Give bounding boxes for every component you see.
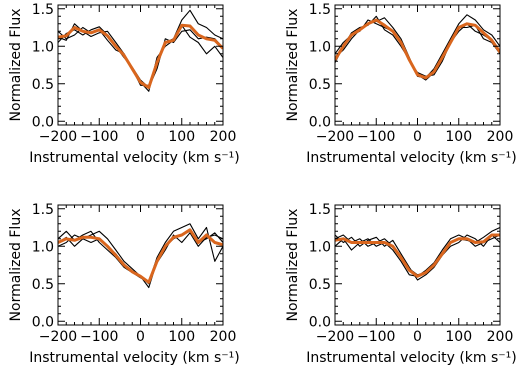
x-tick-label: −100 — [80, 329, 118, 345]
y-tick-label: 0.0 — [32, 314, 54, 330]
x-tick-label: −200 — [316, 329, 354, 345]
x-tick-label: −100 — [357, 129, 395, 145]
x-tick-label: −200 — [316, 129, 354, 145]
y-tick-label: 1.0 — [32, 239, 54, 255]
x-tick-label: 200 — [210, 329, 237, 345]
x-tick-label: −200 — [39, 329, 77, 345]
x-tick-label: 100 — [168, 329, 195, 345]
y-tick-label: 1.5 — [32, 202, 54, 218]
x-tick-label: −100 — [357, 329, 395, 345]
panel-4: −200 −100 0 100 200 0.0 0.5 1.0 1.5 Instrumental … — [285, 202, 517, 366]
x-tick-label: −200 — [39, 129, 77, 145]
x-axis-label: Instrumental velocity (km s⁻¹) — [306, 150, 517, 166]
model-line — [335, 233, 500, 278]
panel-1: −200 −100 0 100 200 0.0 0.5 1.0 1.5 Instrumental … — [8, 2, 240, 166]
observed-line-2 — [58, 9, 223, 86]
y-tick-label: 1.5 — [309, 2, 331, 18]
panel-2: −200 −100 0 100 200 0.0 0.5 1.0 1.5 Instrumental … — [285, 2, 517, 166]
y-tick-label: 0.0 — [309, 114, 331, 130]
panel-3: −200 −100 0 100 200 0.0 0.5 1.0 1.5 Instrumental … — [8, 202, 240, 366]
observed-line-1 — [335, 227, 500, 276]
y-tick-label: 1.5 — [32, 2, 54, 18]
y-tick-label: 0.5 — [309, 277, 331, 293]
x-tick-label: 100 — [445, 329, 472, 345]
x-tick-label: −100 — [80, 129, 118, 145]
x-tick-label: 100 — [168, 129, 195, 145]
y-tick-label: 0.5 — [309, 77, 331, 93]
axes-frame — [334, 204, 501, 326]
y-axis-label: Normalized Flux — [8, 9, 24, 122]
x-tick-label: 0 — [413, 129, 422, 145]
x-tick-label: 0 — [413, 329, 422, 345]
x-tick-label: 200 — [487, 129, 514, 145]
x-tick-label: 0 — [136, 329, 145, 345]
y-tick-label: 1.0 — [309, 239, 331, 255]
observed-line-2 — [58, 223, 223, 283]
observed-line-3 — [335, 234, 500, 281]
x-tick-label: 0 — [136, 129, 145, 145]
x-tick-label: 200 — [210, 129, 237, 145]
y-tick-label: 0.0 — [32, 114, 54, 130]
y-axis-label: Normalized Flux — [285, 9, 301, 122]
x-tick-label: 100 — [445, 129, 472, 145]
y-tick-label: 1.0 — [309, 39, 331, 55]
axes-frame — [334, 4, 501, 126]
model-line — [58, 228, 223, 284]
model-line — [335, 18, 500, 80]
y-axis-label: Normalized Flux — [8, 209, 24, 322]
y-axis-label: Normalized Flux — [285, 209, 301, 322]
y-tick-label: 1.5 — [309, 202, 331, 218]
y-tick-label: 0.5 — [32, 77, 54, 93]
model-line — [58, 23, 223, 89]
y-tick-label: 0.0 — [309, 314, 331, 330]
x-axis-label: Instrumental velocity (km s⁻¹) — [306, 350, 517, 366]
y-tick-label: 0.5 — [32, 277, 54, 293]
x-axis-label: Instrumental velocity (km s⁻¹) — [29, 150, 240, 166]
x-tick-label: 200 — [487, 329, 514, 345]
y-tick-label: 1.0 — [32, 39, 54, 55]
x-axis-label: Instrumental velocity (km s⁻¹) — [29, 350, 240, 366]
axes-frame — [57, 204, 224, 326]
